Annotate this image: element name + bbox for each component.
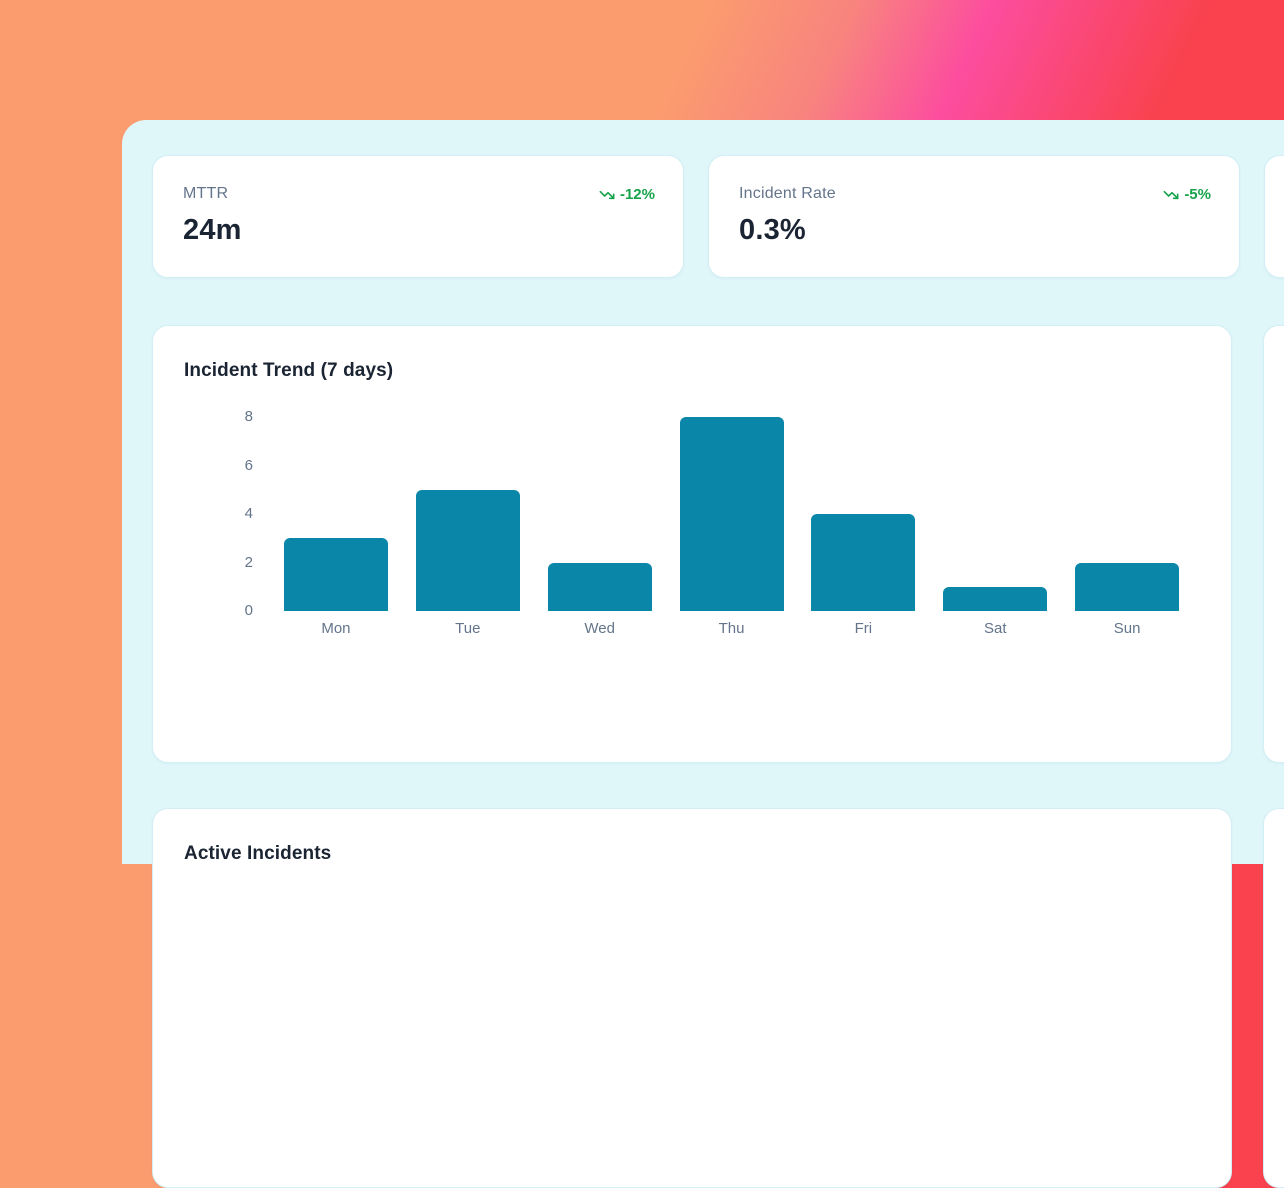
bar-chart-plot: Mon Tue Wed Thu Fri Sat Sun — [270, 417, 1193, 644]
bar-tue[interactable] — [415, 489, 520, 611]
stat-delta-value: -12% — [619, 186, 655, 203]
chart-column-sat: Sat — [929, 417, 1061, 644]
y-tick-label: 2 — [244, 553, 253, 571]
active-incidents-title: Active Incidents — [184, 843, 332, 864]
stat-delta-badge: -12% — [599, 186, 655, 203]
stat-label: MTTR — [183, 185, 229, 202]
bar-fri[interactable] — [811, 514, 916, 611]
trending-down-icon — [1163, 187, 1179, 203]
y-tick-label: 6 — [244, 456, 253, 474]
x-tick-label: Sun — [1113, 620, 1141, 637]
stat-delta-value: -5% — [1184, 186, 1211, 203]
bar-space — [666, 417, 798, 611]
y-tick-label: 0 — [244, 602, 253, 619]
side-card-partial — [1263, 325, 1284, 763]
x-tick-label: Mon — [321, 620, 351, 637]
chart-column-wed: Wed — [534, 417, 666, 644]
bar-thu[interactable] — [679, 417, 784, 611]
x-tick-label: Wed — [584, 620, 615, 637]
chart-title: Incident Trend (7 days) — [184, 360, 394, 381]
bar-space — [929, 417, 1061, 611]
x-tick-label: Sat — [983, 620, 1007, 637]
bar-sat[interactable] — [943, 586, 1048, 611]
bottom-side-card-partial — [1263, 808, 1284, 1188]
chart-column-tue: Tue — [402, 417, 534, 644]
bar-space — [402, 417, 534, 611]
x-tick-label: Fri — [854, 620, 873, 637]
bar-space — [270, 417, 402, 611]
stat-value: 0.3% — [739, 214, 806, 246]
chart-column-sun: Sun — [1061, 417, 1193, 644]
chart-column-thu: Thu — [666, 417, 798, 644]
bar-sun[interactable] — [1075, 562, 1180, 611]
bar-mon[interactable] — [283, 538, 388, 611]
stat-card-mttr: MTTR 24m -12% — [152, 155, 684, 278]
y-tick-label: 4 — [244, 505, 253, 522]
chart-column-mon: Mon — [270, 417, 402, 644]
x-tick-label: Thu — [718, 620, 745, 637]
trending-down-icon — [599, 187, 615, 203]
x-tick-label: Tue — [455, 620, 481, 637]
stat-value: 24m — [183, 214, 242, 246]
dashboard-panel: MTTR 24m -12% Incident Rate 0.3% -5% — [122, 120, 1284, 1188]
active-incidents-card: Active Incidents — [152, 808, 1232, 1188]
bar-space — [797, 417, 929, 611]
stat-card-partial — [1264, 155, 1284, 278]
y-tick-label: 8 — [244, 408, 253, 425]
bar-space — [1061, 417, 1193, 611]
stat-delta-badge: -5% — [1163, 186, 1211, 203]
bar-wed[interactable] — [547, 562, 652, 611]
stat-label: Incident Rate — [739, 185, 836, 202]
bar-space — [534, 417, 666, 611]
incident-trend-chart-card: Incident Trend (7 days) 0 2 4 6 8 Mon Tue Wed T… — [152, 325, 1232, 763]
chart-column-fri: Fri — [797, 417, 929, 644]
bar-chart-y-axis: 0 2 4 6 8 — [213, 408, 253, 619]
stat-card-incident-rate: Incident Rate 0.3% -5% — [708, 155, 1240, 278]
